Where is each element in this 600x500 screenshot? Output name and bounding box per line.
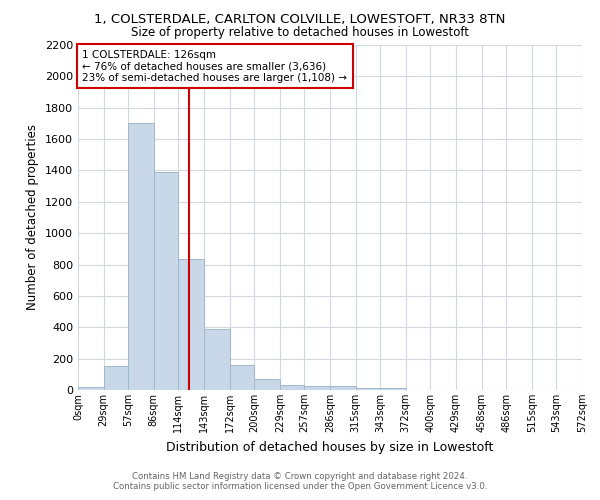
- Y-axis label: Number of detached properties: Number of detached properties: [26, 124, 40, 310]
- Text: Contains HM Land Registry data © Crown copyright and database right 2024.
Contai: Contains HM Land Registry data © Crown c…: [113, 472, 487, 491]
- Bar: [356, 388, 380, 390]
- Bar: [304, 386, 330, 390]
- Text: 1, COLSTERDALE, CARLTON COLVILLE, LOWESTOFT, NR33 8TN: 1, COLSTERDALE, CARLTON COLVILLE, LOWEST…: [94, 12, 506, 26]
- Text: Size of property relative to detached houses in Lowestoft: Size of property relative to detached ho…: [131, 26, 469, 39]
- Text: 1 COLSTERDALE: 126sqm
← 76% of detached houses are smaller (3,636)
23% of semi-d: 1 COLSTERDALE: 126sqm ← 76% of detached …: [82, 50, 347, 83]
- Bar: [104, 366, 128, 390]
- Bar: [154, 172, 178, 390]
- Bar: [254, 379, 280, 390]
- Bar: [280, 386, 304, 390]
- Bar: [78, 387, 104, 390]
- Bar: [178, 259, 204, 390]
- Bar: [380, 388, 406, 390]
- Bar: [230, 365, 254, 390]
- X-axis label: Distribution of detached houses by size in Lowestoft: Distribution of detached houses by size …: [166, 440, 494, 454]
- Bar: [128, 124, 154, 390]
- Bar: [204, 329, 230, 390]
- Bar: [330, 386, 356, 390]
